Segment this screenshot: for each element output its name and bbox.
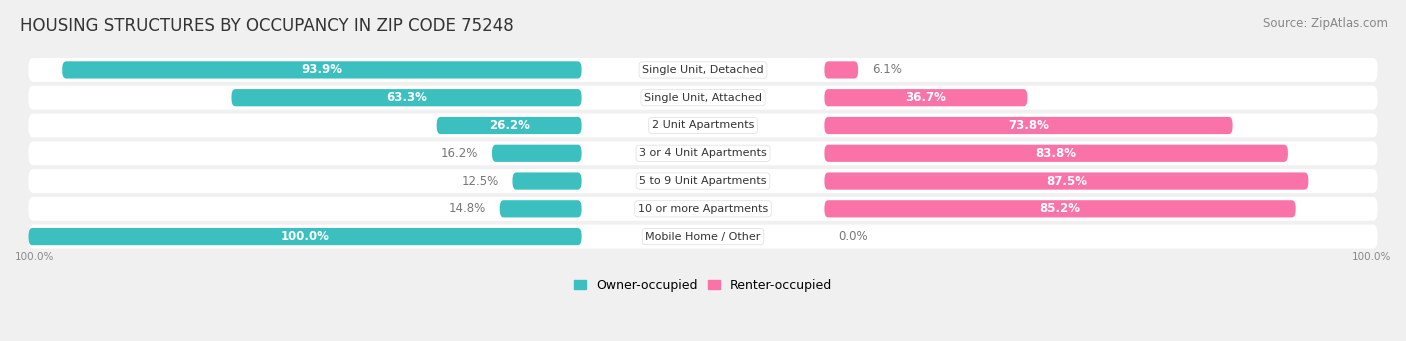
Text: 10 or more Apartments: 10 or more Apartments (638, 204, 768, 214)
FancyBboxPatch shape (499, 200, 582, 218)
FancyBboxPatch shape (28, 86, 1378, 110)
Text: Single Unit, Detached: Single Unit, Detached (643, 65, 763, 75)
FancyBboxPatch shape (824, 173, 1309, 190)
Text: Mobile Home / Other: Mobile Home / Other (645, 232, 761, 242)
Text: 6.1%: 6.1% (872, 63, 901, 76)
Text: 26.2%: 26.2% (489, 119, 530, 132)
Text: 100.0%: 100.0% (15, 252, 55, 262)
FancyBboxPatch shape (28, 58, 1378, 82)
Text: Source: ZipAtlas.com: Source: ZipAtlas.com (1263, 17, 1388, 30)
FancyBboxPatch shape (824, 61, 858, 78)
Text: 14.8%: 14.8% (449, 202, 486, 215)
FancyBboxPatch shape (492, 145, 582, 162)
Text: 93.9%: 93.9% (301, 63, 343, 76)
FancyBboxPatch shape (28, 197, 1378, 221)
Text: 87.5%: 87.5% (1046, 175, 1087, 188)
Text: 2 Unit Apartments: 2 Unit Apartments (652, 120, 754, 131)
Text: Single Unit, Attached: Single Unit, Attached (644, 93, 762, 103)
FancyBboxPatch shape (512, 173, 582, 190)
Legend: Owner-occupied, Renter-occupied: Owner-occupied, Renter-occupied (568, 274, 838, 297)
Text: HOUSING STRUCTURES BY OCCUPANCY IN ZIP CODE 75248: HOUSING STRUCTURES BY OCCUPANCY IN ZIP C… (20, 17, 513, 35)
Text: 85.2%: 85.2% (1039, 202, 1081, 215)
Text: 63.3%: 63.3% (387, 91, 427, 104)
FancyBboxPatch shape (28, 225, 1378, 249)
FancyBboxPatch shape (28, 141, 1378, 165)
Text: 5 to 9 Unit Apartments: 5 to 9 Unit Apartments (640, 176, 766, 186)
FancyBboxPatch shape (28, 114, 1378, 137)
FancyBboxPatch shape (28, 169, 1378, 193)
Text: 3 or 4 Unit Apartments: 3 or 4 Unit Apartments (640, 148, 766, 158)
Text: 100.0%: 100.0% (281, 230, 329, 243)
Text: 0.0%: 0.0% (838, 230, 868, 243)
FancyBboxPatch shape (824, 145, 1288, 162)
Text: 83.8%: 83.8% (1036, 147, 1077, 160)
FancyBboxPatch shape (437, 117, 582, 134)
Text: 16.2%: 16.2% (441, 147, 478, 160)
Text: 100.0%: 100.0% (1351, 252, 1391, 262)
FancyBboxPatch shape (28, 228, 582, 245)
Text: 73.8%: 73.8% (1008, 119, 1049, 132)
Text: 36.7%: 36.7% (905, 91, 946, 104)
FancyBboxPatch shape (232, 89, 582, 106)
FancyBboxPatch shape (62, 61, 582, 78)
FancyBboxPatch shape (824, 200, 1296, 218)
Text: 12.5%: 12.5% (461, 175, 499, 188)
FancyBboxPatch shape (824, 89, 1028, 106)
FancyBboxPatch shape (824, 117, 1233, 134)
